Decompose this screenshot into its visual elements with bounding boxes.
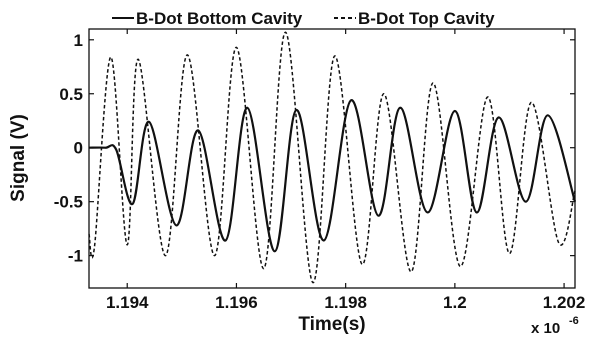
x-axis-title: Time(s) <box>298 314 365 335</box>
y-tick-label: -0.5 <box>54 193 83 212</box>
y-tick-label: -1 <box>68 247 83 266</box>
x-tick-label: 1.2 <box>443 293 467 312</box>
y-tick-label: 0.5 <box>59 85 83 104</box>
x-multiplier-exponent: -6 <box>569 315 579 327</box>
y-tick-label: 1 <box>74 31 83 50</box>
series-line-top-cavity <box>88 31 576 284</box>
x-tick-label: 1.202 <box>543 293 586 312</box>
x-axis: 1.194 1.196 1.198 1.2 1.202 <box>106 29 585 312</box>
legend: B-Dot Bottom Cavity B-Dot Top Cavity <box>112 9 495 28</box>
plot-area <box>88 31 577 284</box>
x-tick-label: 1.194 <box>106 293 149 312</box>
plot-frame <box>88 28 576 289</box>
y-tick-label: 0 <box>74 139 83 158</box>
x-multiplier: x 10 <box>531 320 560 337</box>
legend-label-top-cavity: B-Dot Top Cavity <box>358 9 495 28</box>
x-tick-label: 1.198 <box>324 293 367 312</box>
y-axis-title: Signal (V) <box>8 114 29 202</box>
x-tick-label: 1.196 <box>215 293 258 312</box>
legend-label-bottom-cavity: B-Dot Bottom Cavity <box>136 9 303 28</box>
y-axis: -1 -0.5 0 0.5 1 <box>54 31 575 266</box>
series-line-bottom-cavity <box>88 99 577 253</box>
